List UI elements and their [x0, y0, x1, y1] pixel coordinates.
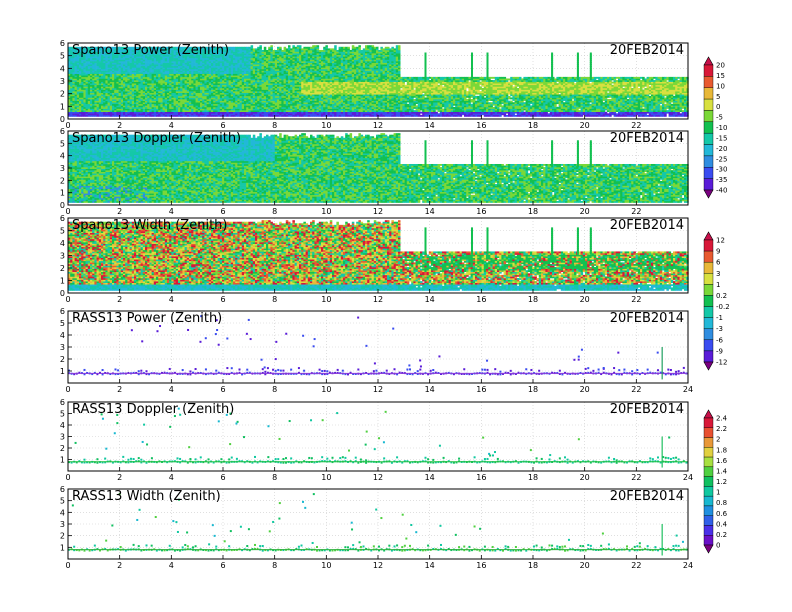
data-cell [253, 48, 256, 50]
data-cell [233, 47, 236, 49]
data-cell [244, 47, 247, 49]
data-cell [235, 47, 238, 49]
data-cell [251, 45, 254, 47]
data-cell [237, 47, 240, 49]
data-cell [246, 47, 249, 49]
data-cell [288, 45, 291, 47]
data-cell [292, 45, 295, 47]
data-cell [297, 45, 300, 47]
data-cell [248, 47, 251, 49]
data-cell [255, 48, 258, 50]
data-cell [266, 50, 269, 52]
data-cell [290, 48, 293, 50]
data-cell [286, 48, 289, 50]
data-cell [264, 47, 267, 49]
data-cell [257, 47, 260, 49]
data-cell [240, 47, 243, 49]
data-cell [281, 50, 284, 52]
data-cell [279, 47, 282, 49]
data-cell [295, 47, 298, 49]
data-cell [268, 47, 271, 49]
data-cell [262, 50, 265, 52]
data-cell [242, 47, 245, 49]
data-cell [259, 45, 262, 47]
data-cell [273, 50, 276, 52]
data-cell [275, 50, 278, 52]
data-cell [231, 47, 234, 49]
data-cell [270, 45, 273, 47]
data-cell [277, 47, 280, 49]
data-cell [284, 47, 287, 49]
